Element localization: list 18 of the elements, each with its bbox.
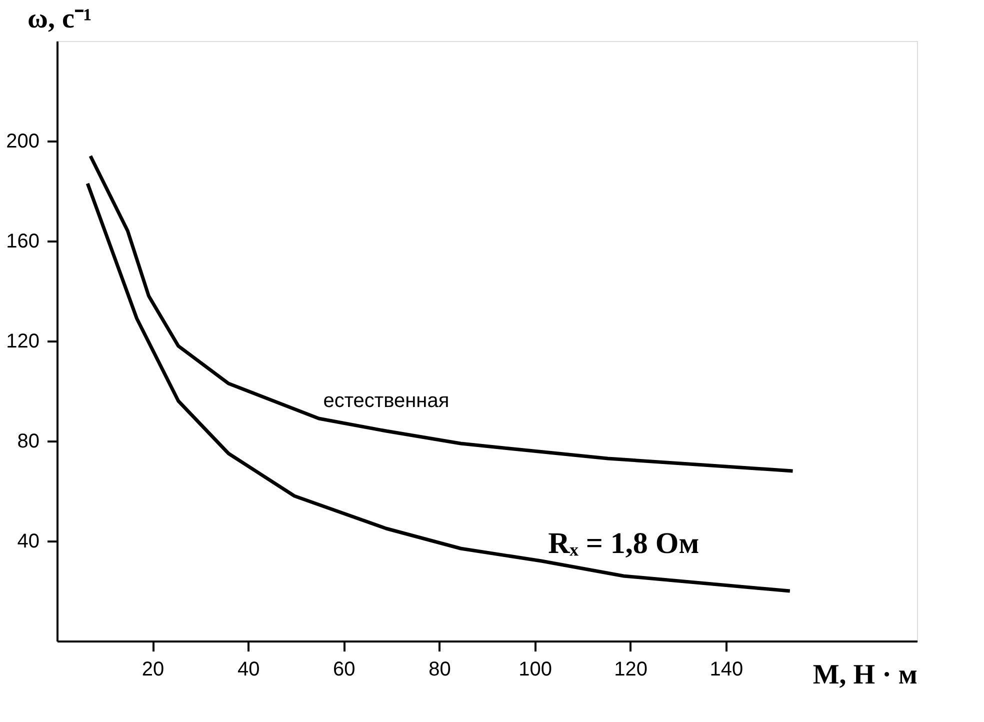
line-series	[88, 154, 795, 473]
x-tick-label: 20	[142, 658, 164, 680]
y-tick-label: 80	[17, 430, 40, 452]
x-axis-title: М, Н · м	[812, 660, 918, 690]
line-series	[86, 182, 792, 593]
y-tick-label: 120	[6, 330, 40, 352]
y-tick-label: 160	[6, 230, 40, 252]
series-label: Rₓ = 1,8 Ом	[548, 527, 700, 560]
series-label: естественная	[323, 390, 450, 412]
y-axis-title: ω, с⁻¹	[28, 4, 92, 34]
x-tick-label: 80	[428, 658, 451, 680]
y-tick-label: 40	[17, 530, 40, 552]
x-tick-label: 140	[710, 658, 744, 680]
x-tick-label: 120	[614, 658, 648, 680]
y-tick-label: 200	[6, 130, 40, 152]
x-tick-label: 100	[518, 658, 552, 680]
x-tick-label: 40	[237, 658, 260, 680]
x-tick-label: 60	[333, 658, 356, 680]
